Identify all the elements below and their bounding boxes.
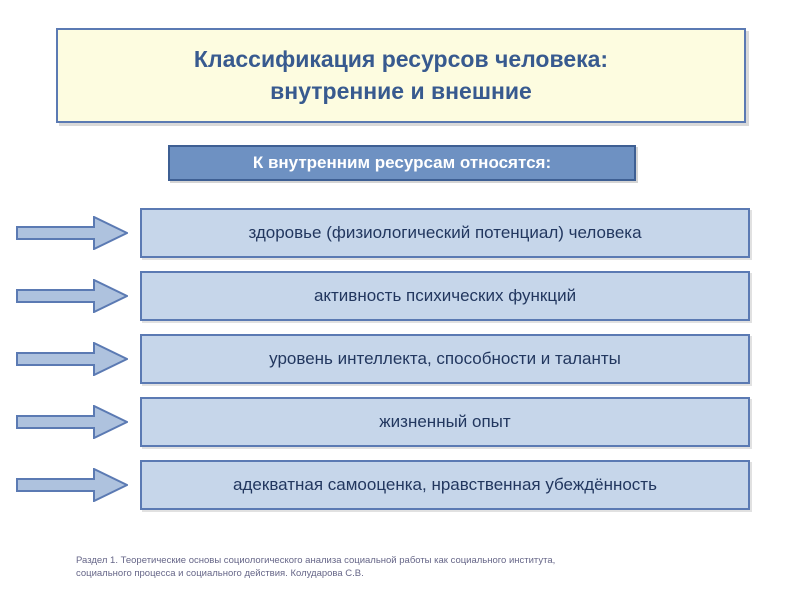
item-box: адекватная самооценка, нравственная убеж… <box>140 460 750 510</box>
item-row: адекватная самооценка, нравственная убеж… <box>16 460 786 510</box>
item-label: адекватная самооценка, нравственная убеж… <box>233 475 657 495</box>
title-text: Классификация ресурсов человека: внутрен… <box>194 44 608 106</box>
title-line-2: внутренние и внешние <box>270 78 532 104</box>
footer-line-1: Раздел 1. Теоретические основы социологи… <box>76 555 555 566</box>
item-box: здоровье (физиологический потенциал) чел… <box>140 208 750 258</box>
arrow-right-icon <box>16 342 128 376</box>
arrow-right-icon <box>16 279 128 313</box>
footer-line-2: социального процесса и социального дейст… <box>76 568 364 579</box>
item-box: уровень интеллекта, способности и талант… <box>140 334 750 384</box>
item-box: активность психических функций <box>140 271 750 321</box>
item-label: здоровье (физиологический потенциал) чел… <box>248 223 641 243</box>
arrow-right-icon <box>16 468 128 502</box>
item-box: жизненный опыт <box>140 397 750 447</box>
item-label: активность психических функций <box>314 286 576 306</box>
item-row: уровень интеллекта, способности и талант… <box>16 334 786 384</box>
arrow-right-icon <box>16 405 128 439</box>
subheader-text: К внутренним ресурсам относятся: <box>253 153 551 173</box>
subheader-box: К внутренним ресурсам относятся: <box>168 145 636 181</box>
item-row: жизненный опыт <box>16 397 786 447</box>
item-row: активность психических функций <box>16 271 786 321</box>
item-row: здоровье (физиологический потенциал) чел… <box>16 208 786 258</box>
item-label: уровень интеллекта, способности и талант… <box>269 349 621 369</box>
title-box: Классификация ресурсов человека: внутрен… <box>56 28 746 123</box>
title-line-1: Классификация ресурсов человека: <box>194 46 608 72</box>
item-label: жизненный опыт <box>379 412 510 432</box>
footer: Раздел 1. Теоретические основы социологи… <box>76 555 756 580</box>
arrow-right-icon <box>16 216 128 250</box>
